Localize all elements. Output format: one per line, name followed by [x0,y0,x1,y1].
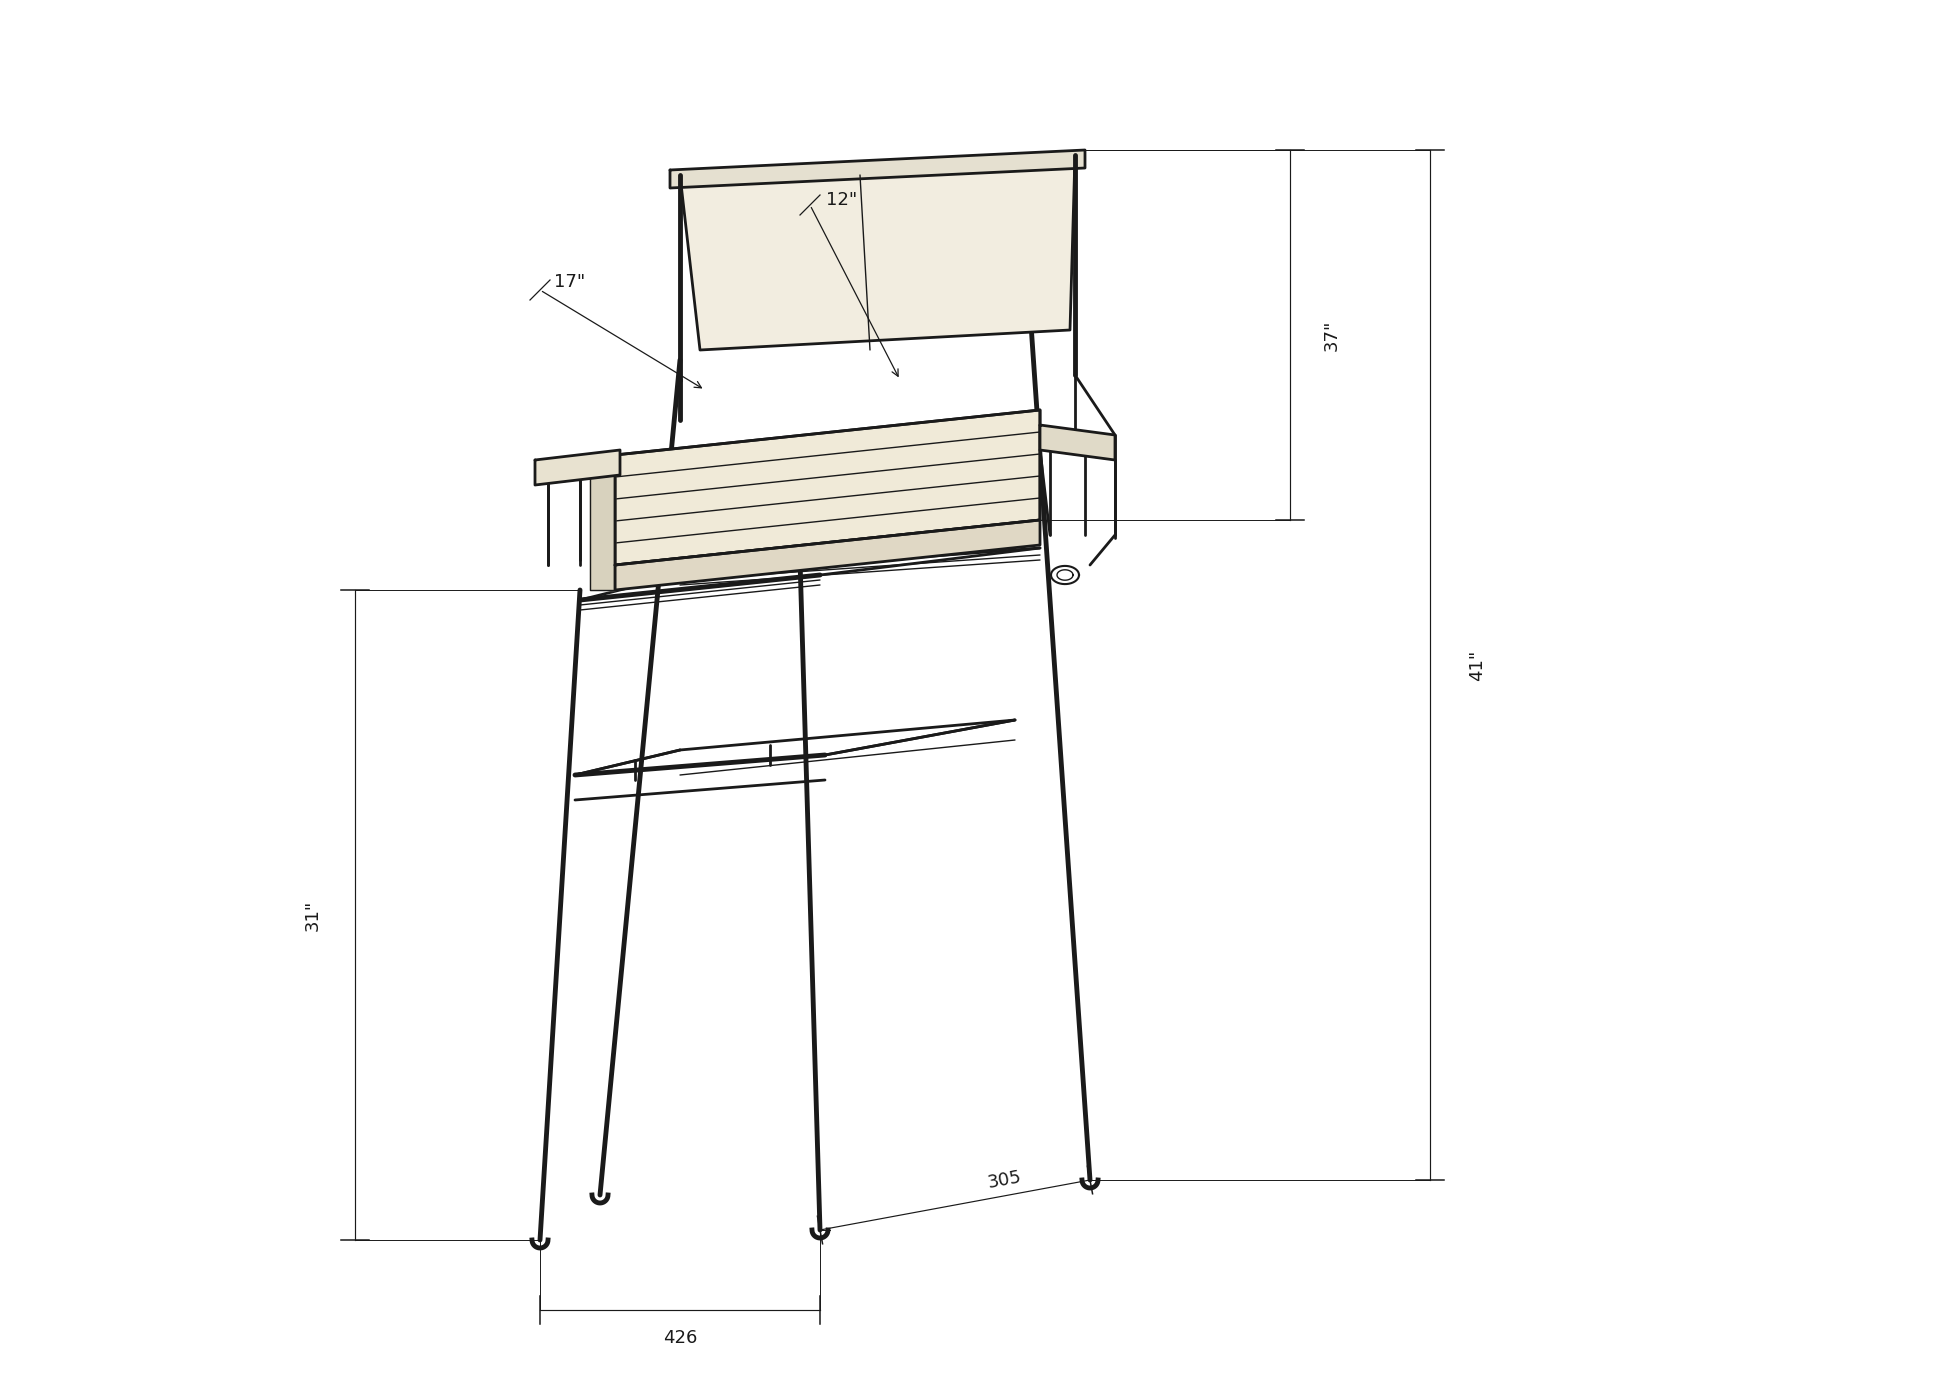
Text: 426: 426 [664,1330,697,1348]
Text: 17": 17" [555,274,586,292]
Polygon shape [1039,425,1115,461]
Polygon shape [535,450,621,485]
Polygon shape [615,410,1039,565]
Polygon shape [679,155,1074,351]
Text: 41": 41" [1467,649,1487,681]
Text: 12": 12" [827,191,858,209]
Text: 37": 37" [1323,319,1341,351]
Polygon shape [669,150,1086,188]
Polygon shape [590,455,615,590]
Polygon shape [615,520,1039,590]
Text: 31": 31" [304,899,321,931]
Text: 305: 305 [987,1167,1024,1192]
